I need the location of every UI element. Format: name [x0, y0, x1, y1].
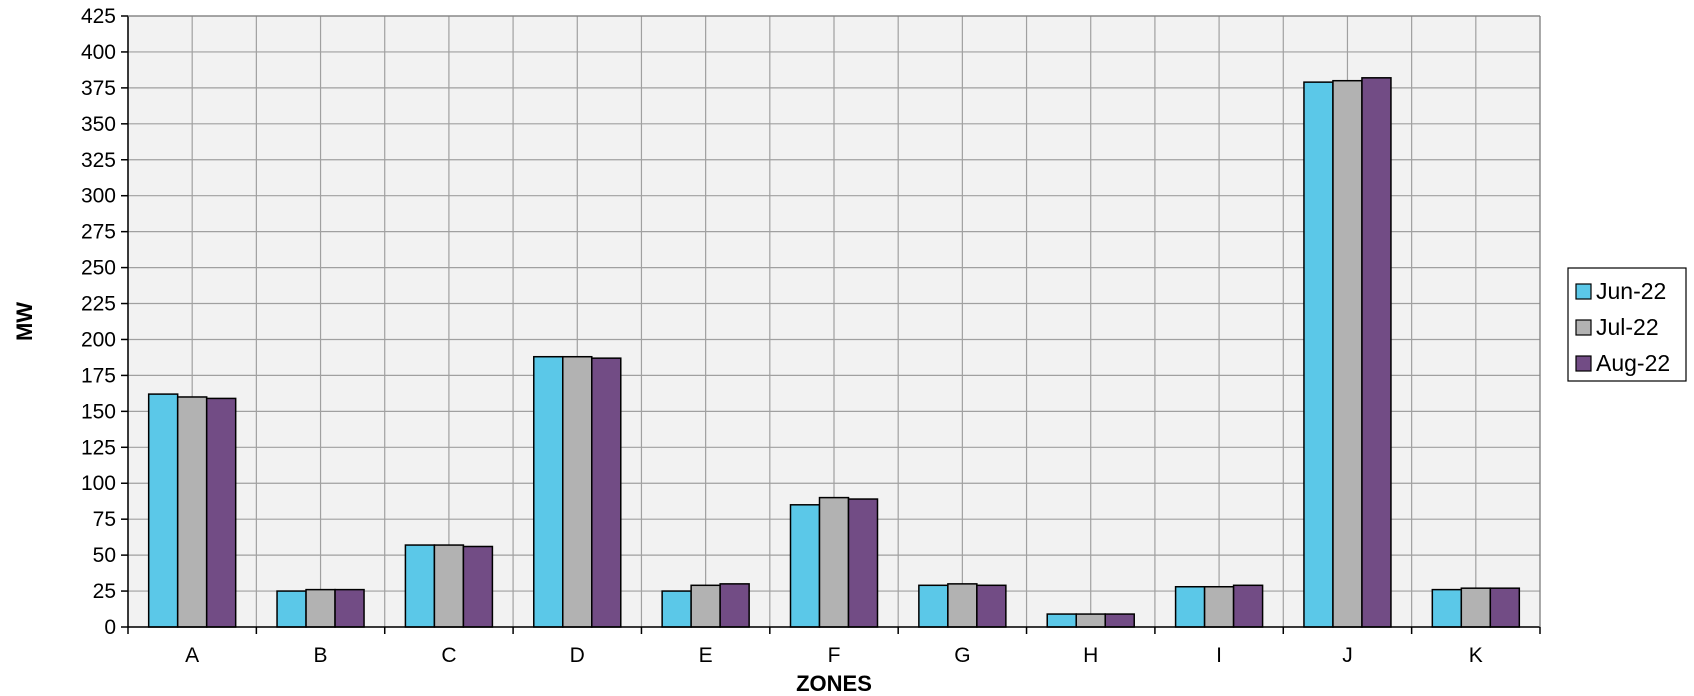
y-axis-title: MW — [12, 302, 37, 341]
bar-i-jul-22 — [1203, 585, 1235, 628]
axes — [121, 15, 1541, 634]
y-tick-label: 200 — [81, 328, 116, 351]
bar-h-jul-22 — [1075, 613, 1106, 628]
x-tick-label: G — [954, 644, 970, 667]
y-tick-label: 250 — [81, 257, 116, 280]
bar-h-aug-22 — [1104, 613, 1135, 628]
y-tick-label: 100 — [81, 472, 116, 495]
y-tick-label: 425 — [81, 5, 116, 28]
legend-swatch — [1575, 319, 1592, 336]
bars — [147, 77, 1521, 628]
bar-k-jul-22 — [1460, 587, 1492, 628]
legend-label: Jul-22 — [1596, 314, 1659, 340]
x-tick-label: I — [1216, 644, 1222, 667]
bar-f-aug-22 — [847, 498, 879, 628]
bar-c-aug-22 — [462, 545, 494, 628]
legend: Jun-22 Jul-22 Aug-22 — [1567, 267, 1687, 382]
bar-e-jul-22 — [690, 584, 721, 628]
x-tick-labels: A B C D E F G H I J K — [185, 644, 1483, 667]
y-tick-labels: 0 25 50 75 100 125 150 175 200 225 250 275 300 325 350… — [81, 5, 116, 639]
legend-label: Aug-22 — [1596, 350, 1670, 376]
bar-a-jul-22 — [176, 396, 208, 628]
bar-a-jun-22 — [147, 393, 179, 628]
x-tick-label: E — [699, 644, 713, 667]
bar-h-jun-22 — [1046, 613, 1077, 628]
y-tick-label: 150 — [81, 400, 116, 423]
y-tick-label: 25 — [93, 580, 116, 603]
bar-g-aug-22 — [976, 584, 1007, 628]
bar-e-aug-22 — [719, 583, 750, 628]
bar-d-jun-22 — [533, 355, 564, 628]
bar-b-jun-22 — [276, 590, 307, 628]
y-tick-label: 225 — [81, 293, 116, 316]
bar-d-jul-22 — [562, 355, 593, 628]
legend-swatch — [1575, 283, 1592, 300]
x-tick-label: F — [828, 644, 841, 667]
x-tick-label: C — [441, 644, 456, 667]
y-tick-label: 350 — [81, 113, 116, 136]
x-tick-label: H — [1083, 644, 1098, 667]
y-tick-label: 300 — [81, 185, 116, 208]
y-tick-label: 325 — [81, 149, 116, 172]
y-tick-label: 125 — [81, 436, 116, 459]
x-tick-label: A — [185, 644, 199, 667]
legend-swatch — [1575, 355, 1592, 372]
bar-j-jun-22 — [1303, 81, 1334, 628]
bar-e-jun-22 — [661, 590, 692, 628]
bar-g-jun-22 — [918, 584, 949, 628]
legend-label: Jun-22 — [1596, 278, 1666, 304]
bar-b-aug-22 — [334, 588, 365, 628]
bar-j-aug-22 — [1361, 77, 1392, 628]
bar-j-jul-22 — [1332, 79, 1363, 628]
bar-c-jun-22 — [404, 544, 436, 628]
bar-b-jul-22 — [305, 588, 336, 628]
bar-k-aug-22 — [1489, 587, 1521, 628]
y-tick-label: 75 — [93, 508, 116, 531]
x-tick-label: K — [1469, 644, 1483, 667]
y-tick-label: 50 — [93, 544, 116, 567]
bar-g-jul-22 — [947, 583, 978, 628]
y-tick-label: 375 — [81, 77, 116, 100]
y-tick-label: 275 — [81, 221, 116, 244]
bar-i-jun-22 — [1174, 585, 1206, 628]
x-axis-title: ZONES — [796, 671, 872, 696]
bar-k-jun-22 — [1431, 588, 1463, 628]
bar-a-aug-22 — [205, 397, 237, 628]
bar-d-aug-22 — [591, 357, 622, 628]
y-tick-label: 0 — [104, 616, 116, 639]
x-tick-label: D — [570, 644, 585, 667]
y-tick-label: 175 — [81, 364, 116, 387]
y-tick-label: 400 — [81, 41, 116, 64]
bar-f-jun-22 — [789, 504, 821, 628]
bar-c-jul-22 — [433, 544, 465, 628]
bar-i-aug-22 — [1232, 584, 1264, 628]
x-tick-label: B — [314, 644, 328, 667]
bar-f-jul-22 — [818, 496, 850, 628]
x-tick-label: J — [1342, 644, 1353, 667]
